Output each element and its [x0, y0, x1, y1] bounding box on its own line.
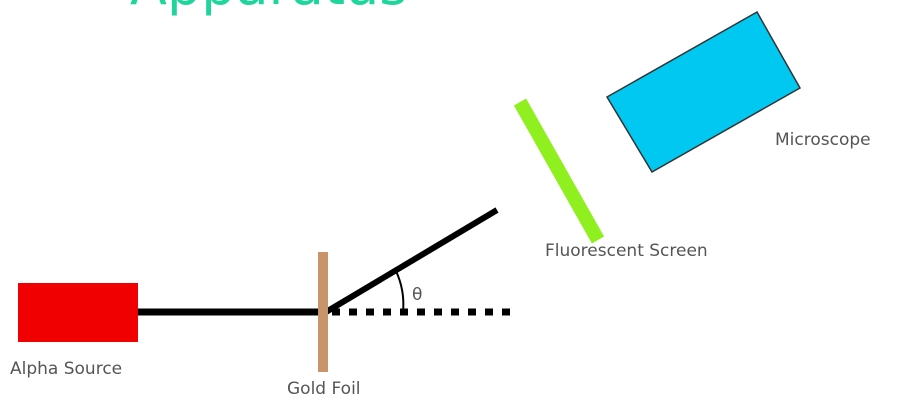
- angle-label: θ: [412, 285, 422, 305]
- microscope-label: Microscope: [775, 130, 871, 150]
- title: Apparatus: [130, 0, 407, 17]
- gold-foil: [318, 252, 328, 372]
- fluorescent-screen: [513, 98, 605, 244]
- alpha-source: [18, 283, 138, 342]
- alpha-source-label: Alpha Source: [10, 359, 122, 379]
- gold-foil-label: Gold Foil: [287, 379, 361, 399]
- angle-arc: [395, 270, 405, 313]
- deflected-beam: [324, 207, 499, 315]
- microscope: [605, 10, 802, 174]
- screen-label: Fluorescent Screen: [545, 241, 708, 261]
